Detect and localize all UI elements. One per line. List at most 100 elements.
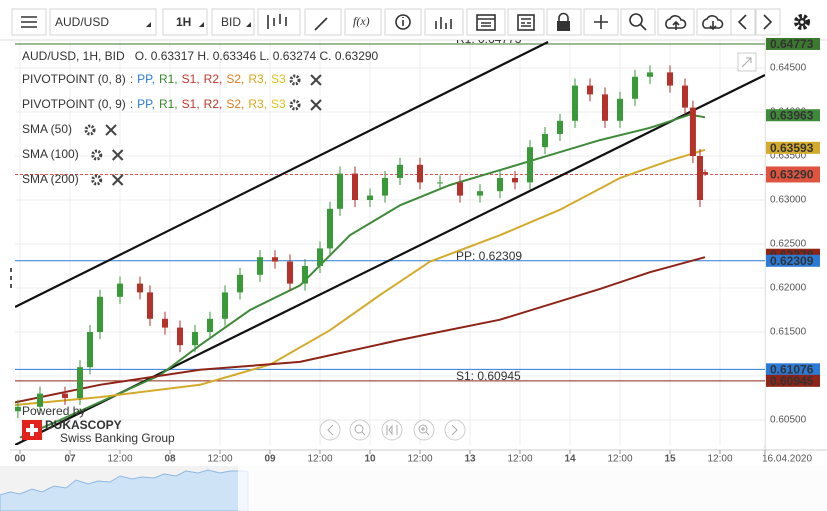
legend-settings[interactable]: [91, 149, 103, 161]
powered-by: Powered by: [22, 404, 85, 418]
candle-body: [147, 292, 153, 319]
legend-remove[interactable]: [105, 124, 117, 136]
gear-icon: [289, 74, 301, 86]
candle-body: [97, 296, 103, 333]
pivot-level: R3,: [248, 97, 267, 111]
x-tick-label: 12:00: [107, 454, 132, 465]
ohlc-legend: AUD/USD, 1H, BID O. 0.63317 H. 0.63346 L…: [22, 49, 379, 63]
candle-body: [287, 261, 293, 284]
report-button[interactable]: [507, 8, 545, 36]
pivot-level: R1,: [159, 97, 178, 111]
sma-line: [19, 113, 706, 439]
prev-button[interactable]: [730, 8, 756, 36]
level-label: R1: 0.64773: [456, 32, 522, 46]
x-tick-label: 08: [164, 454, 176, 465]
price-tag: [766, 363, 820, 376]
y-tick-label: 0.63000: [770, 195, 807, 206]
gear-icon: [289, 99, 301, 111]
sma-legend: SMA (50): [22, 122, 72, 136]
legend-settings[interactable]: [91, 174, 103, 186]
info-button[interactable]: [384, 8, 422, 36]
gear-icon: [91, 174, 103, 186]
pivot-level: S2,: [226, 72, 244, 86]
function-button[interactable]: f(x): [344, 8, 382, 36]
zoom-in[interactable]: [413, 419, 435, 441]
scroll-right[interactable]: [444, 419, 466, 441]
pivot-level: S3: [271, 97, 286, 111]
legend-remove[interactable]: [111, 174, 124, 186]
gear-icon: [91, 149, 103, 161]
legend-settings[interactable]: [289, 74, 301, 86]
calendar-button[interactable]: [466, 8, 506, 36]
indicator-button[interactable]: [424, 8, 464, 36]
level-label: S1: 0.60945: [456, 369, 521, 383]
navigator-window: [238, 466, 827, 511]
candle-body: [682, 85, 688, 108]
candle-body: [527, 147, 533, 183]
function: f(x): [353, 14, 370, 28]
symbol-select[interactable]: AUD/USD: [49, 8, 157, 36]
navigator[interactable]: [0, 466, 827, 511]
navigator-area: [0, 469, 249, 511]
legend-remove[interactable]: [310, 99, 322, 111]
chart-type-button[interactable]: [257, 8, 301, 36]
legend-settings[interactable]: [289, 99, 301, 111]
overlays: [15, 113, 706, 439]
pivot-name: PIVOTPOINT (0, 8): [22, 72, 126, 86]
candle-body: [272, 257, 278, 262]
price-tag-label: 0.63963: [770, 108, 814, 122]
branding: Powered by DUKASCOPY Swiss Banking Group: [22, 404, 175, 445]
price-tag: [766, 109, 820, 122]
x-tick-label: 13: [464, 454, 476, 465]
candle-body: [302, 265, 308, 284]
x-tick-label: 09: [264, 454, 276, 465]
timeframe-select[interactable]: 1H: [162, 8, 208, 36]
popout-icon[interactable]: [737, 52, 757, 72]
scroll-left[interactable]: [319, 419, 341, 441]
sma-line: [15, 256, 706, 404]
price-tag: [766, 166, 820, 183]
x-tick-label: 10: [364, 454, 376, 465]
legend-settings[interactable]: [84, 124, 96, 136]
candle-body: [317, 248, 323, 266]
candle-body: [397, 164, 403, 178]
candle-body: [337, 173, 343, 209]
next-button[interactable]: [755, 8, 781, 36]
candle-body: [87, 332, 93, 368]
pivot-level: R1,: [159, 72, 178, 86]
candle-body: [117, 283, 123, 297]
pivot-level: S1,: [182, 97, 200, 111]
zoom-out[interactable]: [349, 419, 371, 441]
pivot-level: R2,: [204, 97, 223, 111]
crosshair-button[interactable]: [583, 8, 619, 36]
candle-body: [542, 133, 548, 148]
pivot-level: PP,: [137, 72, 155, 86]
zoom-button[interactable]: [620, 8, 656, 36]
pivot-legend: PIVOTPOINT (0, 8): PP, R1, S1, R2, S2, R3, S3: [22, 72, 286, 86]
side-select[interactable]: BID: [211, 8, 255, 36]
candle-body: [557, 120, 563, 134]
download-button[interactable]: [696, 8, 732, 36]
sma-legend: SMA (100): [22, 147, 79, 161]
menu-button[interactable]: [11, 8, 47, 36]
x-tick-label: 14: [564, 454, 576, 465]
legend-remove[interactable]: [111, 149, 124, 161]
reset[interactable]: [381, 419, 403, 441]
gear-icon: [84, 124, 96, 136]
settings-button[interactable]: [794, 14, 810, 30]
upload-button[interactable]: [657, 8, 695, 36]
legend-remove[interactable]: [310, 74, 322, 86]
candle-body: [497, 177, 503, 192]
candle-body: [222, 292, 228, 319]
side: BID: [221, 15, 241, 29]
price-tag: [766, 374, 820, 387]
candle-body: [237, 274, 243, 293]
price-tag: [766, 37, 820, 50]
x-tick-label: 07: [64, 454, 76, 465]
level-label: PP: 0.62309: [456, 249, 522, 263]
lock-button[interactable]: [546, 8, 582, 36]
candle-body: [512, 177, 518, 183]
draw-button[interactable]: [304, 8, 342, 36]
candle-body: [602, 94, 608, 121]
candle-body: [367, 195, 373, 200]
